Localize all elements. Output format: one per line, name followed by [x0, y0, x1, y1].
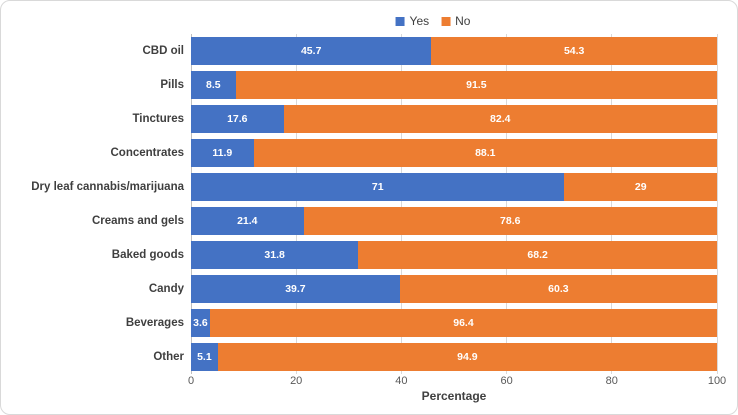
- bar-value-label: 29: [634, 181, 647, 193]
- x-axis-ticks: 0 20 40 60 80 100: [187, 375, 726, 389]
- bar-value-label: 31.8: [264, 249, 285, 261]
- bar-value-label: 94.9: [457, 351, 478, 363]
- stacked-bar: 3.6 96.4: [191, 309, 717, 337]
- bar-segment-yes: 45.7: [191, 37, 432, 65]
- x-tick-label: 0: [187, 375, 195, 387]
- bar-value-label: 82.4: [490, 113, 511, 125]
- bar-value-label: 60.3: [548, 283, 569, 295]
- bar-value-label: 21.4: [237, 215, 258, 227]
- bar-value-label: 96.4: [453, 317, 474, 329]
- x-axis-title: Percentage: [421, 389, 487, 403]
- bar-segment-no: 91.5: [235, 71, 717, 99]
- bar-value-label: 8.5: [206, 79, 221, 91]
- category-label: Baked goods: [111, 249, 184, 261]
- bar-segment-no: 96.4: [209, 309, 717, 337]
- bar-value-label: 68.2: [527, 249, 548, 261]
- bar-segment-yes: 21.4: [191, 207, 304, 235]
- bar-value-label: 5.1: [197, 351, 212, 363]
- bar-segment-yes: 31.8: [191, 241, 359, 269]
- bar-segment-yes: 11.9: [191, 139, 254, 167]
- bar-segment-yes: 5.1: [191, 343, 218, 371]
- bar-segment-no: 54.3: [431, 37, 717, 65]
- x-tick-label: 100: [707, 375, 727, 387]
- legend-swatch-no-icon: [441, 16, 451, 26]
- category-label: Other: [153, 351, 184, 363]
- bar-segment-no: 60.3: [399, 275, 717, 303]
- gridline: [611, 34, 613, 374]
- bar-row: 17.6 82.4: [191, 102, 717, 136]
- bar-segment-yes: 17.6: [191, 105, 284, 133]
- bar-segment-no: 78.6: [303, 207, 717, 235]
- category-axis-labels: CBD oil Pills Tinctures Concentrates Dry lea…: [1, 34, 184, 374]
- bar-value-label: 71: [371, 181, 384, 193]
- category-axis-line: [190, 34, 192, 374]
- bar-row: 45.7 54.3: [191, 34, 717, 68]
- bar-value-label: 91.5: [466, 79, 487, 91]
- gridline: [716, 34, 718, 374]
- legend: Yes No: [395, 14, 470, 28]
- category-label: Pills: [160, 79, 184, 91]
- bar-value-label: 88.1: [475, 147, 496, 159]
- bar-segment-no: 88.1: [253, 139, 717, 167]
- bar-segment-yes: 71: [191, 173, 565, 201]
- bar-row: 3.6 96.4: [191, 306, 717, 340]
- stacked-bar: 45.7 54.3: [191, 37, 717, 65]
- bar-segment-yes: 3.6: [191, 309, 210, 337]
- category-label: Dry leaf cannabis/marijuana: [31, 181, 184, 193]
- bar-row: 31.8 68.2: [191, 238, 717, 272]
- bar-row: 5.1 94.9: [191, 340, 717, 374]
- legend-label-yes: Yes: [409, 14, 430, 28]
- x-tick-label: 80: [605, 375, 618, 387]
- bar-segment-yes: 39.7: [191, 275, 400, 303]
- bar-row: 11.9 88.1: [191, 136, 717, 170]
- bar-value-label: 17.6: [227, 113, 248, 125]
- gridlines: [190, 34, 718, 374]
- bar-value-label: 78.6: [500, 215, 521, 227]
- bar-row: 39.7 60.3: [191, 272, 717, 306]
- legend-item-yes: Yes: [395, 14, 430, 28]
- category-label: Beverages: [125, 317, 184, 329]
- bar-segment-no: 68.2: [358, 241, 717, 269]
- bar-value-label: 39.7: [285, 283, 306, 295]
- x-tick-label: 60: [500, 375, 513, 387]
- category-label: Creams and gels: [91, 215, 184, 227]
- category-label: CBD oil: [142, 45, 184, 57]
- category-label: Candy: [148, 283, 184, 295]
- legend-swatch-yes-icon: [395, 16, 405, 26]
- bar-row: 71 29: [191, 170, 717, 204]
- bar-value-label: 54.3: [563, 45, 585, 57]
- bar-value-label: 11.9: [212, 147, 233, 159]
- bar-segment-yes: 8.5: [191, 71, 236, 99]
- bar-segment-no: 94.9: [217, 343, 717, 371]
- gridline: [295, 34, 297, 374]
- bar-row: 21.4 78.6: [191, 204, 717, 238]
- stacked-bar: 31.8 68.2: [191, 241, 717, 269]
- plot-area: 45.7 54.3 8.5 91.5 17.6 82.4 11.9 88.1 71 29 21.4 7…: [190, 34, 718, 374]
- gridline: [506, 34, 508, 374]
- bar-segment-no: 29: [564, 173, 717, 201]
- stacked-bar: 11.9 88.1: [191, 139, 717, 167]
- legend-label-no: No: [455, 14, 471, 28]
- stacked-bar: 71 29: [191, 173, 717, 201]
- stacked-bar: 21.4 78.6: [191, 207, 717, 235]
- stacked-bar: 17.6 82.4: [191, 105, 717, 133]
- x-tick-label: 20: [290, 375, 303, 387]
- legend-item-no: No: [441, 14, 470, 28]
- bar-row: 8.5 91.5: [191, 68, 717, 102]
- category-label: Concentrates: [110, 147, 185, 159]
- x-tick-label: 40: [395, 375, 408, 387]
- bar-rows: 45.7 54.3 8.5 91.5 17.6 82.4 11.9 88.1 71 29 21.4 7…: [191, 34, 717, 374]
- stacked-bar: 39.7 60.3: [191, 275, 717, 303]
- category-label: Tinctures: [132, 113, 184, 125]
- stacked-bar: 8.5 91.5: [191, 71, 717, 99]
- stacked-bar: 5.1 94.9: [191, 343, 717, 371]
- bar-value-label: 3.6: [193, 317, 208, 329]
- bar-segment-no: 82.4: [283, 105, 717, 133]
- bar-value-label: 45.7: [300, 45, 322, 57]
- gridline: [400, 34, 402, 374]
